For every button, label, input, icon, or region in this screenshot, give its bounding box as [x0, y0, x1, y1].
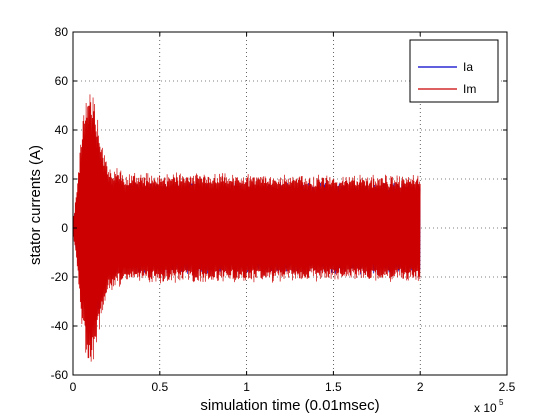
- y-tick-label: -60: [51, 368, 69, 382]
- x-multiplier: x 10 5: [474, 398, 504, 415]
- x-axis-title: simulation time (0.01msec): [200, 397, 379, 414]
- legend: Ia Im: [409, 39, 499, 103]
- ticks: [72, 31, 508, 376]
- x-multiplier-label: x 10: [474, 401, 497, 415]
- y-axis-title: stator currents (A): [27, 145, 44, 265]
- x-multiplier-exponent: 5: [499, 398, 504, 407]
- y-tick-label: 20: [55, 172, 69, 186]
- legend-label-im: Im: [463, 82, 476, 96]
- x-tick-label: 0: [70, 380, 77, 394]
- x-tick-label: 2.5: [499, 380, 516, 394]
- y-tick-label: 60: [55, 74, 69, 88]
- legend-box: [409, 39, 499, 103]
- x-tick-label: 0.5: [151, 380, 168, 394]
- x-tick-label: 1: [243, 380, 250, 394]
- y-tick-label: 40: [55, 123, 69, 137]
- x-tick-label: 1.5: [325, 380, 342, 394]
- y-tick-label: -20: [51, 270, 69, 284]
- x-tick-label: 2: [417, 380, 424, 394]
- y-tick-label: 80: [55, 25, 69, 39]
- y-tick-label: -40: [51, 319, 69, 333]
- tick-labels: 0 0.5 1 1.5 2 2.5 -60 -40 -20 0 20 40 60 80: [51, 25, 516, 394]
- series-line-im: [72, 94, 421, 362]
- plot-frame: [72, 31, 508, 376]
- series-layer: [72, 94, 421, 362]
- legend-label-ia: Ia: [463, 60, 473, 74]
- y-tick-label: 0: [61, 221, 68, 235]
